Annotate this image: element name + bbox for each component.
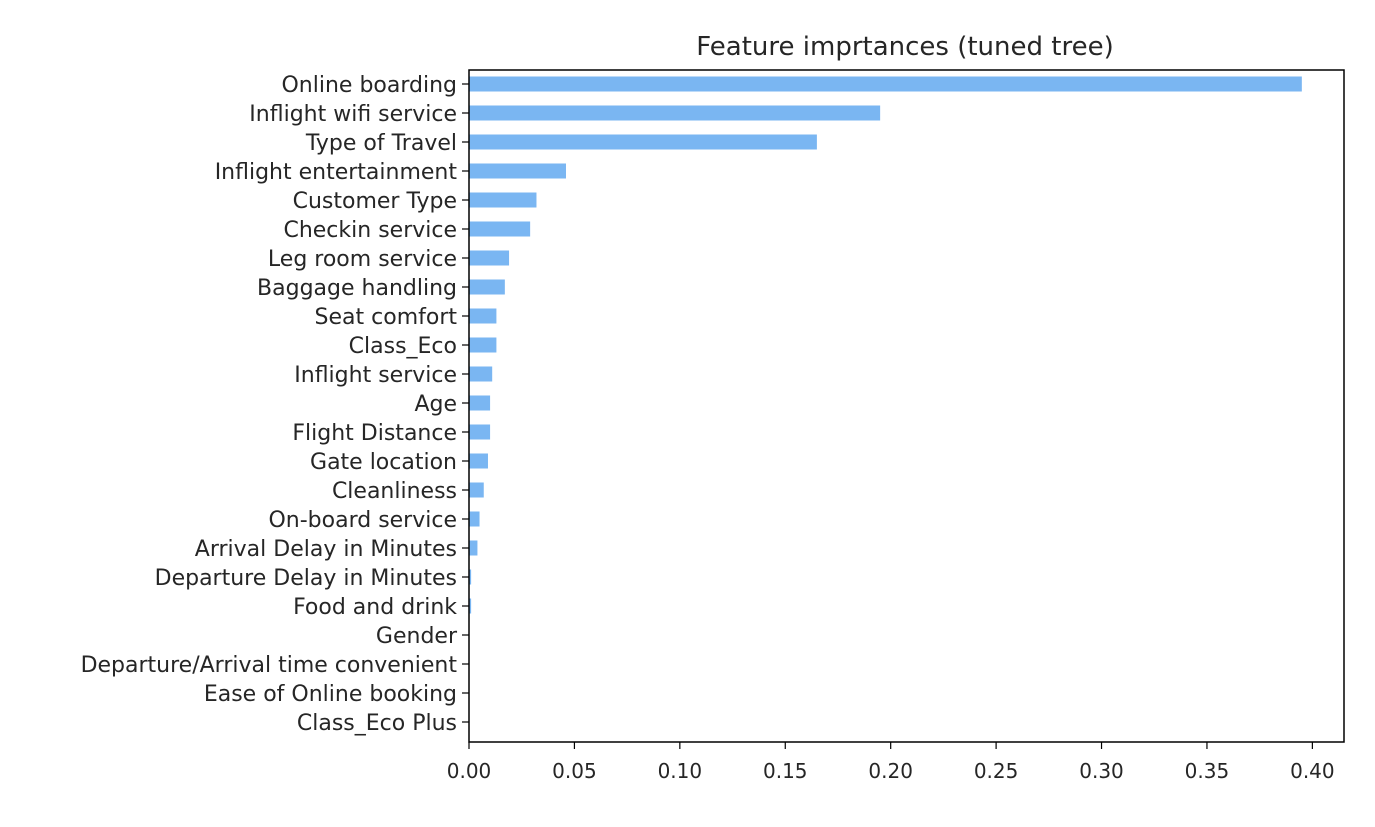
y-tick-label: Leg room service — [268, 247, 457, 272]
bar — [469, 366, 493, 382]
bar — [469, 511, 480, 527]
x-tick-label: 0.30 — [1079, 759, 1124, 783]
bar — [469, 134, 817, 150]
y-tick-label: Inflight wifi service — [249, 102, 457, 127]
bar — [469, 540, 478, 556]
y-tick-label: Seat comfort — [315, 305, 458, 330]
x-tick-label: 0.40 — [1290, 759, 1335, 783]
chart-title: Feature imprtances (tuned tree) — [696, 32, 1113, 62]
y-tick-label: Departure Delay in Minutes — [155, 566, 457, 591]
y-tick-labels: Online boarding Inflight wifi service Type… — [81, 73, 469, 736]
y-tick-label: Gate location — [310, 450, 457, 475]
y-tick-label: On-board service — [268, 508, 457, 533]
y-tick-label: Gender — [376, 624, 458, 649]
y-tick-label: Inflight service — [294, 363, 457, 388]
y-tick-label: Flight Distance — [292, 421, 457, 446]
y-tick-label: Class_Eco — [349, 334, 457, 359]
x-tick-label: 0.05 — [552, 759, 597, 783]
x-tick-label: 0.10 — [658, 759, 703, 783]
y-tick-label: Ease of Online booking — [204, 682, 457, 707]
x-tick-label: 0.25 — [974, 759, 1019, 783]
bar — [469, 308, 497, 324]
y-tick-label: Arrival Delay in Minutes — [195, 537, 457, 562]
x-tick-label: 0.35 — [1185, 759, 1230, 783]
y-tick-label: Age — [414, 392, 457, 417]
bars-layer — [469, 76, 1302, 614]
bar — [469, 453, 488, 469]
bar — [469, 192, 537, 208]
y-tick-label: Customer Type — [293, 189, 457, 214]
y-tick-label: Checkin service — [283, 218, 457, 243]
bar — [469, 105, 881, 121]
y-tick-label: Departure/Arrival time convenient — [81, 653, 458, 678]
y-tick-label: Type of Travel — [305, 131, 457, 156]
y-tick-label: Inflight entertainment — [215, 160, 458, 185]
plot-frame — [468, 69, 1345, 743]
bar — [469, 569, 472, 585]
y-tick-label: Food and drink — [293, 595, 457, 620]
bar — [469, 482, 484, 498]
y-tick-label: Baggage handling — [257, 276, 457, 301]
y-tick-label: Class_Eco Plus — [297, 711, 457, 736]
y-tick-label: Online boarding — [281, 73, 457, 98]
bar — [469, 221, 531, 237]
bar — [469, 337, 497, 353]
x-tick-label: 0.00 — [447, 759, 492, 783]
x-tick-label: 0.15 — [763, 759, 808, 783]
bar — [469, 163, 566, 179]
bar — [469, 395, 491, 411]
bar — [469, 76, 1302, 92]
x-axis: 0.00 0.05 0.10 0.15 0.20 0.25 0.30 0.35 0.40 — [447, 742, 1335, 783]
y-tick-label: Cleanliness — [332, 479, 457, 504]
bar — [469, 598, 472, 614]
bar — [469, 250, 510, 266]
bar — [469, 279, 505, 295]
bar — [469, 424, 491, 440]
x-tick-label: 0.20 — [868, 759, 913, 783]
